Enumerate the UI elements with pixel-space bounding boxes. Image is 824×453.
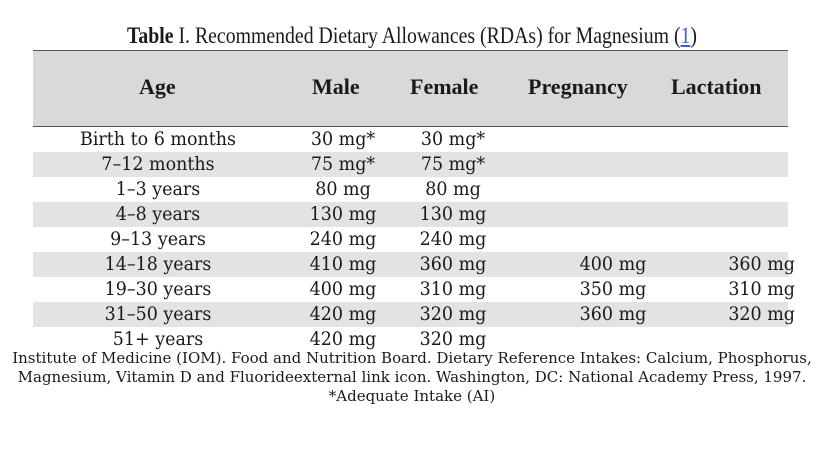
cell-age: 1–3 years — [115, 178, 201, 200]
cell-female: 240 mg — [419, 228, 487, 250]
caption-close: ) — [690, 23, 698, 48]
table-caption: Table I. Recommended Dietary Allowances … — [58, 22, 767, 50]
cell-age: 19–30 years — [104, 278, 212, 300]
cell-female: 75 mg* — [420, 153, 486, 175]
column-header-lactation: Lactation — [671, 74, 762, 99]
cell-lactation: 310 mg — [728, 278, 795, 300]
cell-age: Birth to 6 months — [79, 128, 237, 150]
cell-age: 31–50 years — [104, 303, 212, 325]
rda-table: Age Male Female Pregnancy Lactation Birt… — [33, 50, 795, 352]
cell-lactation: 360 mg — [728, 253, 795, 275]
cell-female: 30 mg* — [420, 128, 486, 150]
table-row: 19–30 years 400 mg 310 mg 350 mg 310 mg — [33, 277, 795, 302]
caption-label: Table — [126, 23, 174, 48]
table-row: 51+ years 420 mg 320 mg — [33, 327, 788, 352]
cell-pregnancy: 400 mg — [579, 253, 647, 275]
table-header: Age Male Female Pregnancy Lactation — [33, 50, 788, 127]
cell-female: 80 mg — [425, 178, 481, 200]
cell-age: 14–18 years — [104, 253, 212, 275]
table-row: 1–3 years 80 mg 80 mg — [33, 177, 788, 202]
cell-female: 130 mg — [419, 203, 487, 225]
table-row: 31–50 years 420 mg 320 mg 360 mg 320 mg — [33, 302, 795, 327]
table-row: 7–12 months 75 mg* 75 mg* — [33, 152, 788, 177]
table-row: 14–18 years 410 mg 360 mg 400 mg 360 mg — [33, 252, 795, 277]
cell-female: 320 mg — [419, 328, 487, 350]
column-header-pregnancy: Pregnancy — [528, 74, 628, 99]
table-row: 9–13 years 240 mg 240 mg — [33, 227, 788, 252]
cell-male: 420 mg — [309, 303, 377, 325]
cell-male: 130 mg — [309, 203, 377, 225]
cell-age: 4–8 years — [115, 203, 201, 225]
cell-male: 75 mg* — [310, 153, 376, 175]
footnote-adequate-intake: *Adequate Intake (AI) — [328, 387, 496, 405]
cell-male: 420 mg — [309, 328, 377, 350]
cell-lactation: 320 mg — [728, 303, 795, 325]
cell-male: 240 mg — [309, 228, 377, 250]
footnote-citation-line-2: Magnesium, Vitamin D and Fluorideexterna… — [17, 368, 807, 386]
caption-title: I. Recommended Dietary Allowances (RDAs)… — [173, 23, 681, 48]
cell-age: 9–13 years — [110, 228, 206, 250]
cell-pregnancy: 350 mg — [579, 278, 647, 300]
footnote: Institute of Medicine (IOM). Food and Nu… — [0, 349, 824, 406]
cell-male: 80 mg — [315, 178, 371, 200]
footnote-citation-line-1: Institute of Medicine (IOM). Food and Nu… — [12, 349, 812, 367]
cell-female: 360 mg — [419, 253, 487, 275]
cell-male: 400 mg — [309, 278, 377, 300]
cell-pregnancy: 360 mg — [579, 303, 647, 325]
column-header-female: Female — [410, 74, 479, 99]
table-body: Birth to 6 months 30 mg* 30 mg* 7–12 months… — [33, 127, 795, 352]
cell-female: 320 mg — [419, 303, 487, 325]
cell-male: 30 mg* — [310, 128, 376, 150]
column-header-male: Male — [312, 74, 360, 99]
cell-age: 7–12 months — [101, 153, 215, 175]
cell-female: 310 mg — [419, 278, 487, 300]
column-header-age: Age — [139, 74, 176, 99]
table-row: 4–8 years 130 mg 130 mg — [33, 202, 788, 227]
cell-male: 410 mg — [309, 253, 377, 275]
table-row: Birth to 6 months 30 mg* 30 mg* — [33, 127, 788, 152]
cell-age: 51+ years — [112, 328, 204, 350]
reference-link[interactable]: 1 — [680, 23, 691, 48]
